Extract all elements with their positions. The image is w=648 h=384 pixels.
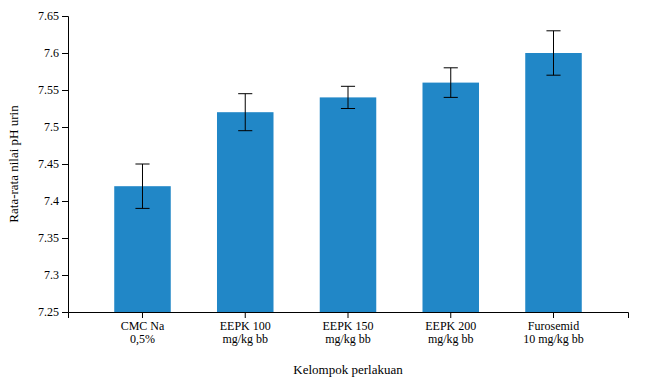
- error-bar: [135, 164, 149, 208]
- tick-mark: [348, 312, 349, 318]
- tick-label-line: 0,5%: [130, 332, 155, 346]
- tick-label: 7.55: [38, 83, 59, 97]
- axis-line: [62, 17, 69, 313]
- x-axis-title: Kelompok perlakuan: [293, 362, 403, 377]
- bar: [422, 83, 479, 312]
- tick-mark: [450, 312, 451, 318]
- error-bar-cap: [135, 208, 149, 209]
- tick-mark: [62, 127, 68, 128]
- tick: 7.25: [38, 305, 68, 319]
- tick: Furosemid10 mg/kg bb: [523, 312, 584, 346]
- tick-mark: [62, 16, 68, 17]
- tick-label: 7.65: [38, 9, 59, 23]
- tick-label-line: mg/kg bb: [222, 332, 268, 346]
- tick-label-line: EEPK 150: [323, 319, 374, 333]
- tick-mark: [62, 201, 68, 202]
- tick-mark: [62, 90, 68, 91]
- y-axis: 7.25 7.3 7.35 7.4 7.45 7.5 7.55 7.6 7.65: [38, 9, 69, 319]
- tick: 7.6: [44, 46, 68, 60]
- tick-label: 7.4: [44, 194, 59, 208]
- x-axis: CMC Na0,5%EEPK 100mg/kg bbEEPK 150mg/kg …: [69, 312, 629, 346]
- bar: [217, 112, 274, 312]
- error-bar-cap: [238, 130, 252, 131]
- plot: 7.25 7.3 7.35 7.4 7.45 7.5 7.55 7.6 7.65 CMC Na0,…: [38, 9, 629, 346]
- tick-label-line: mg/kg bb: [325, 332, 371, 346]
- tick: EEPK 150mg/kg bb: [323, 312, 374, 346]
- axis-line: [69, 313, 629, 319]
- y-axis-title: Rata-rata nilai pH urin: [6, 105, 21, 223]
- marks: [114, 31, 582, 312]
- error-bar-cap: [444, 97, 458, 98]
- chart: 7.25 7.3 7.35 7.4 7.45 7.5 7.55 7.6 7.65 CMC Na0,…: [0, 0, 648, 384]
- error-bar-cap: [341, 108, 355, 109]
- tick: CMC Na0,5%: [121, 312, 165, 346]
- tick-mark: [245, 312, 246, 318]
- tick-mark: [62, 275, 68, 276]
- tick-label: EEPK 200mg/kg bb: [425, 319, 476, 347]
- error-bar-cap: [341, 86, 355, 87]
- error-bar-cap: [135, 164, 149, 165]
- tick-mark: [62, 164, 68, 165]
- error-bar-stem: [450, 68, 451, 98]
- tick-mark: [553, 312, 554, 318]
- tick-label: CMC Na0,5%: [121, 319, 165, 347]
- error-bar-stem: [142, 164, 143, 208]
- bar: [525, 53, 582, 312]
- error-bar: [341, 86, 355, 108]
- tick-label: 7.5: [44, 120, 59, 134]
- error-bar-stem: [245, 94, 246, 131]
- tick: EEPK 200mg/kg bb: [425, 312, 476, 346]
- error-bar: [238, 94, 252, 131]
- tick-label-line: mg/kg bb: [428, 332, 474, 346]
- tick-mark: [142, 312, 143, 318]
- tick-label: 7.45: [38, 157, 59, 171]
- error-bar-stem: [348, 86, 349, 108]
- tick-label: 7.6: [44, 46, 59, 60]
- tick-label: 7.35: [38, 231, 59, 245]
- tick: 7.3: [44, 268, 68, 282]
- tick: 7.35: [38, 231, 68, 245]
- tick-label: EEPK 100mg/kg bb: [220, 319, 271, 347]
- error-bar-stem: [553, 31, 554, 75]
- tick: 7.45: [38, 157, 68, 171]
- error-bar-cap: [238, 93, 252, 94]
- tick-mark: [62, 312, 68, 313]
- tick: 7.5: [44, 120, 68, 134]
- tick-label-line: 10 mg/kg bb: [523, 332, 584, 346]
- tick-mark: [62, 53, 68, 54]
- tick: EEPK 100mg/kg bb: [220, 312, 271, 346]
- tick: 7.65: [38, 9, 68, 23]
- tick-label: 7.3: [44, 268, 59, 282]
- tick-label-line: EEPK 200: [425, 319, 476, 333]
- tick-label: EEPK 150mg/kg bb: [323, 319, 374, 347]
- tick-label: Furosemid10 mg/kg bb: [523, 319, 584, 347]
- tick-label-line: EEPK 100: [220, 319, 271, 333]
- tick: 7.55: [38, 83, 68, 97]
- error-bar-cap: [546, 30, 560, 31]
- tick-label-line: Furosemid: [528, 319, 579, 333]
- error-bar-cap: [546, 75, 560, 76]
- error-bar: [444, 68, 458, 98]
- error-bar: [546, 31, 560, 75]
- tick-label-line: CMC Na: [121, 319, 165, 333]
- tick: 7.4: [44, 194, 68, 208]
- bar: [320, 97, 377, 312]
- tick-label: 7.25: [38, 305, 59, 319]
- tick-mark: [62, 238, 68, 239]
- error-bar-cap: [444, 67, 458, 68]
